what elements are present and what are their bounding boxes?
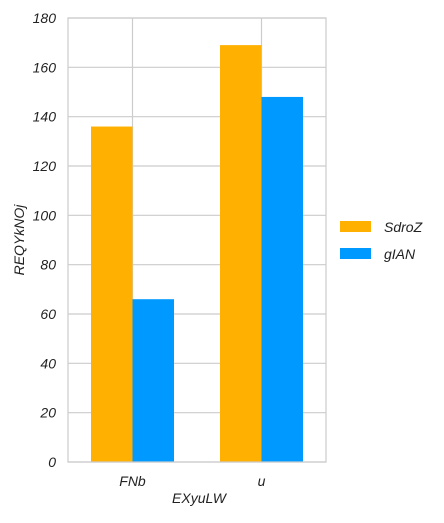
y-tick-label: 60 bbox=[40, 306, 56, 322]
bars bbox=[91, 45, 303, 463]
x-tick-label: FNb bbox=[119, 473, 146, 489]
y-axis-label: REQYkNOj bbox=[11, 204, 27, 276]
legend: SdroZ gIAN bbox=[340, 219, 423, 262]
y-tick-label: 160 bbox=[33, 59, 57, 75]
y-tick-label: 180 bbox=[33, 10, 57, 26]
legend-swatch-gIAN bbox=[340, 248, 371, 259]
y-tick-label: 120 bbox=[33, 158, 57, 174]
y-tick-label: 140 bbox=[33, 109, 57, 125]
y-tick-label: 80 bbox=[40, 257, 56, 273]
legend-label-SdroZ: SdroZ bbox=[384, 219, 423, 235]
y-tick-label: 0 bbox=[48, 454, 56, 470]
bar-gIAN-u bbox=[261, 96, 303, 462]
bar-SdroZ-FNb bbox=[91, 126, 133, 463]
y-tick-label: 40 bbox=[40, 355, 56, 371]
legend-label-gIAN: gIAN bbox=[384, 246, 416, 262]
x-axis-label: EXyuLW bbox=[172, 490, 228, 506]
bar-SdroZ-u bbox=[220, 45, 262, 463]
plot-frame bbox=[67, 17, 327, 463]
y-tick-label: 20 bbox=[39, 405, 56, 421]
bar-gIAN-FNb bbox=[132, 299, 174, 462]
y-tick-label: 100 bbox=[33, 207, 57, 223]
x-tick-label: u bbox=[258, 473, 266, 489]
axes: 0 20 40 60 80 100 120 140 160 180 FNb u bbox=[33, 10, 327, 489]
legend-swatch-SdroZ bbox=[340, 221, 371, 232]
